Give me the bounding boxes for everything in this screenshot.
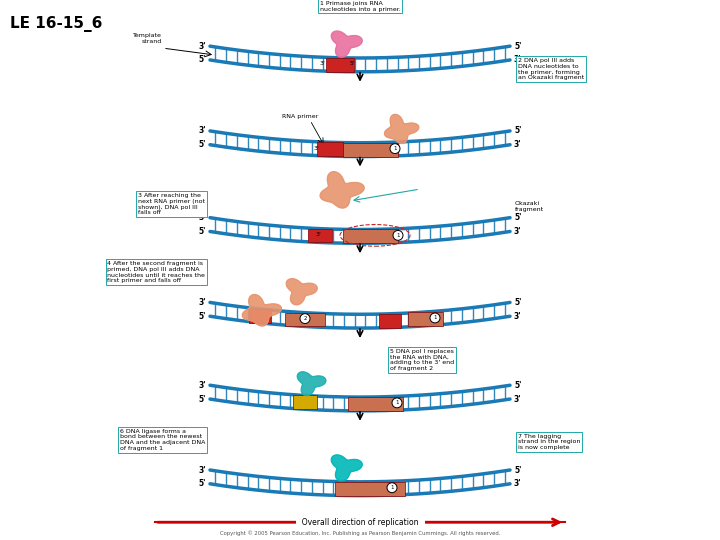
- Bar: [335, 482, 405, 496]
- Text: 3': 3': [199, 42, 206, 51]
- Text: 3': 3': [514, 140, 521, 149]
- Text: 3': 3': [199, 465, 206, 475]
- Text: 1: 1: [433, 315, 437, 320]
- Text: 7 The lagging
strand in the region
is now complete: 7 The lagging strand in the region is no…: [518, 434, 580, 450]
- Polygon shape: [384, 114, 419, 144]
- Bar: [249, 309, 271, 323]
- Text: LE 16-15_6: LE 16-15_6: [10, 16, 102, 32]
- Bar: [285, 313, 325, 327]
- Bar: [308, 228, 332, 242]
- Text: 5 DNA pol I replaces
the RNA with DNA,
adding to the 3' end
of fragment 2: 5 DNA pol I replaces the RNA with DNA, a…: [390, 349, 454, 371]
- Text: 3': 3': [514, 56, 521, 64]
- Text: 5': 5': [199, 56, 206, 64]
- Text: 3': 3': [315, 232, 321, 237]
- Text: 4 After the second fragment is
primed, DNA pol III adds DNA
nucleotides until it: 4 After the second fragment is primed, D…: [107, 261, 205, 284]
- Text: 1 Primase joins RNA
nucleotides into a primer.: 1 Primase joins RNA nucleotides into a p…: [320, 1, 400, 12]
- Text: 5': 5': [514, 298, 521, 307]
- Circle shape: [430, 313, 440, 323]
- Text: 2 DNA pol III adds
DNA nucleotides to
the primer, forming
an Okazaki fragment: 2 DNA pol III adds DNA nucleotides to th…: [518, 58, 584, 80]
- Text: 3': 3': [199, 381, 206, 390]
- Text: 1: 1: [393, 146, 397, 151]
- Text: 5': 5': [349, 61, 355, 66]
- Circle shape: [393, 231, 403, 240]
- Text: 5': 5': [199, 140, 206, 149]
- Bar: [343, 143, 397, 157]
- Text: 5': 5': [199, 312, 206, 321]
- Text: 1: 1: [396, 233, 400, 238]
- Text: RNA primer: RNA primer: [282, 114, 318, 119]
- Bar: [408, 312, 443, 326]
- Text: 3': 3': [514, 480, 521, 488]
- Text: 3': 3': [514, 227, 521, 236]
- Circle shape: [387, 483, 397, 492]
- Text: 3': 3': [199, 298, 206, 307]
- Bar: [379, 314, 401, 328]
- Bar: [326, 58, 354, 72]
- Bar: [348, 397, 402, 411]
- Polygon shape: [297, 372, 326, 395]
- Bar: [293, 395, 317, 409]
- Text: 5': 5': [514, 126, 521, 136]
- Text: Copyright © 2005 Pearson Education, Inc. Publishing as Pearson Benjamin Cummings: Copyright © 2005 Pearson Education, Inc.…: [220, 530, 500, 536]
- Text: Overall direction of replication: Overall direction of replication: [297, 518, 423, 526]
- Text: 5': 5': [199, 480, 206, 488]
- Text: 2: 2: [303, 316, 307, 321]
- Polygon shape: [331, 455, 362, 481]
- Text: 5': 5': [514, 465, 521, 475]
- Text: 5': 5': [199, 227, 206, 236]
- Polygon shape: [287, 279, 318, 305]
- Text: 3 After reaching the
next RNA primer (not
shown), DNA pol III
falls off: 3 After reaching the next RNA primer (no…: [138, 193, 205, 215]
- Bar: [343, 230, 397, 243]
- Text: 6 DNA ligase forms a
bond between the newest
DNA and the adjacent DNA
of fragmen: 6 DNA ligase forms a bond between the ne…: [120, 429, 205, 451]
- Text: 5': 5': [514, 381, 521, 390]
- Text: 3': 3': [514, 395, 521, 403]
- Text: Template
strand: Template strand: [133, 33, 162, 44]
- Text: Okazaki
fragment: Okazaki fragment: [515, 201, 544, 212]
- Text: 1: 1: [390, 485, 394, 490]
- Polygon shape: [320, 172, 364, 208]
- Circle shape: [392, 398, 402, 408]
- Text: 1: 1: [395, 400, 399, 406]
- Text: 3': 3': [199, 126, 206, 136]
- Circle shape: [390, 144, 400, 153]
- Circle shape: [300, 314, 310, 323]
- Text: 3': 3': [319, 61, 325, 66]
- Text: 3': 3': [199, 213, 206, 222]
- Text: 3': 3': [313, 146, 319, 151]
- Bar: [317, 142, 343, 156]
- Text: 5': 5': [514, 42, 521, 51]
- Polygon shape: [331, 31, 362, 57]
- Polygon shape: [243, 294, 282, 326]
- Text: 3': 3': [514, 312, 521, 321]
- Text: 5': 5': [514, 213, 521, 222]
- Text: 5': 5': [199, 395, 206, 403]
